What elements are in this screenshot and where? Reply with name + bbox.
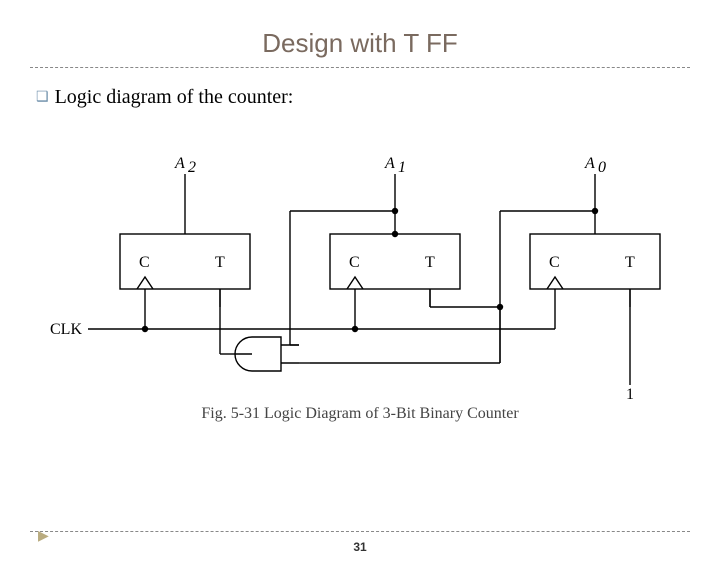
subtitle-text: Logic diagram of the counter: — [55, 86, 294, 108]
svg-text:A: A — [584, 155, 595, 172]
svg-text:0: 0 — [598, 159, 606, 176]
bullet-icon: ❑ — [36, 90, 49, 105]
svg-text:2: 2 — [188, 159, 196, 176]
page-title: Design with T FF — [0, 28, 720, 59]
svg-text:T: T — [215, 254, 225, 271]
svg-text:A: A — [384, 155, 395, 172]
svg-text:T: T — [625, 254, 635, 271]
footer-divider — [30, 531, 690, 532]
footer-arrow-icon: ▶ — [38, 527, 49, 544]
svg-text:A: A — [174, 155, 185, 172]
svg-text:1: 1 — [398, 159, 406, 176]
svg-text:1: 1 — [626, 386, 634, 403]
diagram-svg: CLKCTA2CTA1CTA01 — [40, 139, 680, 409]
svg-text:CLK: CLK — [50, 321, 82, 338]
svg-text:C: C — [349, 254, 360, 271]
svg-text:C: C — [139, 254, 150, 271]
logic-diagram: CLKCTA2CTA1CTA01 — [40, 139, 680, 399]
svg-text:T: T — [425, 254, 435, 271]
subtitle-row: ❑ Logic diagram of the counter: — [36, 86, 720, 109]
svg-text:C: C — [549, 254, 560, 271]
footer: ▶ 31 — [0, 531, 720, 554]
page-number: 31 — [0, 540, 720, 554]
title-divider — [30, 67, 690, 68]
